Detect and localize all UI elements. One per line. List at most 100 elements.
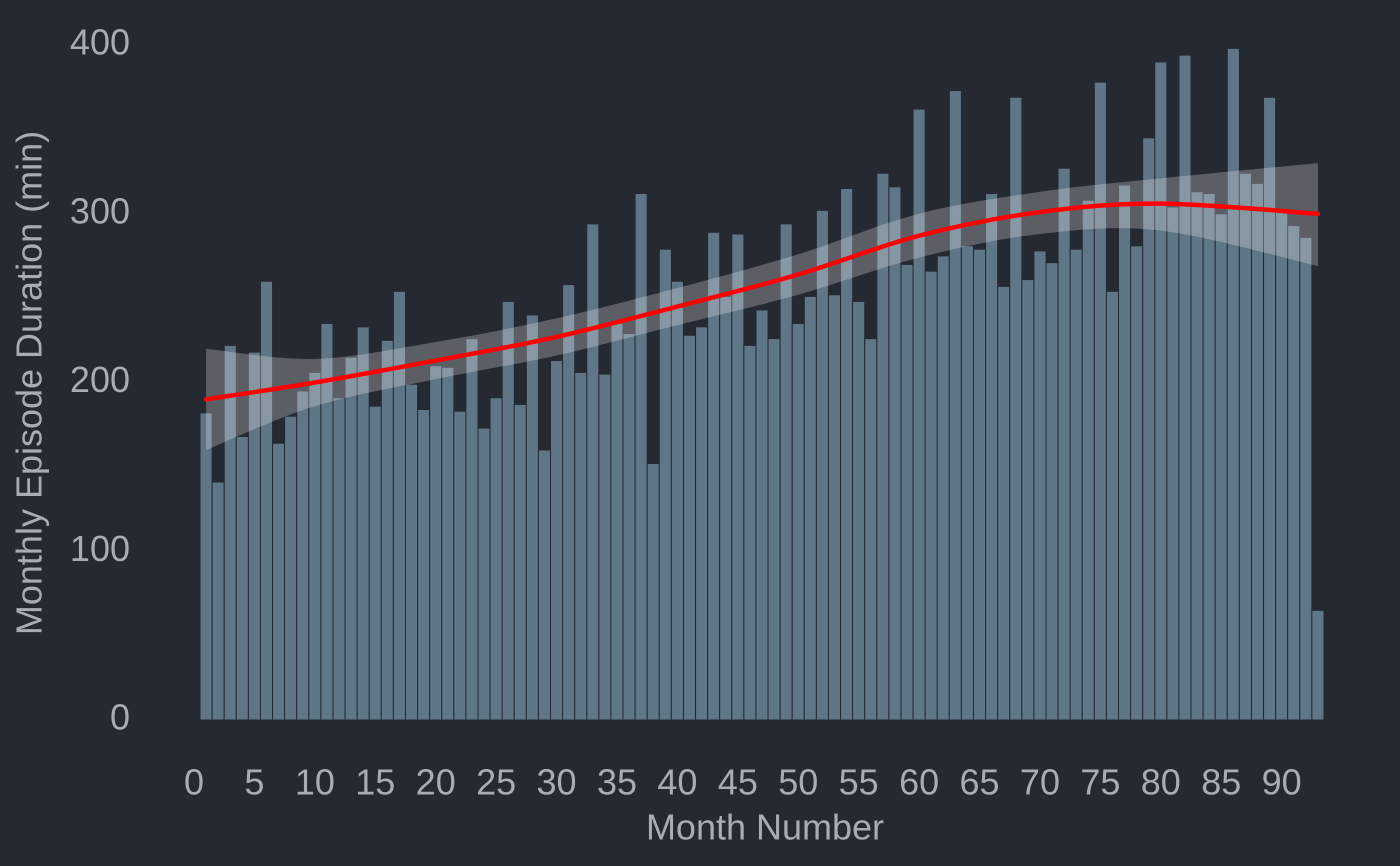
y-tick-label: 100 bbox=[70, 528, 130, 569]
y-tick-label: 300 bbox=[70, 190, 130, 231]
x-tick-label: 20 bbox=[416, 762, 456, 803]
x-tick-label: 50 bbox=[778, 762, 818, 803]
bar bbox=[803, 295, 817, 721]
bar bbox=[368, 405, 382, 721]
bar bbox=[259, 280, 274, 721]
bar bbox=[296, 390, 310, 721]
x-tick-label: 5 bbox=[244, 762, 264, 803]
bar bbox=[211, 481, 225, 721]
bar bbox=[682, 334, 697, 721]
bar bbox=[695, 326, 709, 721]
x-axis-label: Month Number bbox=[646, 807, 884, 848]
bar bbox=[465, 338, 479, 721]
bar bbox=[1202, 193, 1216, 721]
bar bbox=[1250, 182, 1265, 721]
bar bbox=[997, 285, 1011, 721]
bar bbox=[912, 108, 926, 721]
x-tick-label: 55 bbox=[839, 762, 879, 803]
bar bbox=[537, 449, 552, 721]
bar bbox=[1226, 47, 1240, 721]
bar bbox=[332, 397, 346, 721]
bar bbox=[972, 248, 987, 721]
bar bbox=[646, 463, 660, 721]
y-tick-label: 400 bbox=[70, 22, 130, 63]
bar bbox=[1287, 225, 1301, 721]
y-axis-label: Monthly Episode Duration (min) bbox=[9, 131, 50, 635]
bar bbox=[670, 280, 684, 721]
bar bbox=[948, 90, 962, 721]
bar bbox=[272, 442, 286, 721]
bar bbox=[985, 193, 999, 721]
bar bbox=[1166, 206, 1180, 721]
bar bbox=[380, 339, 394, 721]
bar bbox=[960, 245, 974, 721]
bar bbox=[441, 366, 455, 721]
bar bbox=[489, 397, 503, 721]
bar bbox=[344, 356, 358, 721]
bar bbox=[888, 186, 902, 721]
bar bbox=[852, 301, 866, 721]
bar bbox=[598, 373, 612, 721]
bar bbox=[900, 263, 914, 721]
bar bbox=[755, 309, 769, 721]
bar bbox=[1130, 245, 1144, 721]
x-tick-label: 25 bbox=[476, 762, 516, 803]
bar bbox=[477, 427, 491, 721]
bar bbox=[550, 360, 564, 721]
x-tick-label: 35 bbox=[597, 762, 637, 803]
bar bbox=[1069, 248, 1083, 721]
bar bbox=[864, 338, 878, 721]
bar bbox=[284, 415, 298, 721]
bar bbox=[634, 193, 648, 721]
bar bbox=[743, 344, 757, 721]
bar bbox=[1081, 199, 1095, 721]
bar bbox=[404, 383, 419, 721]
x-tick-label: 30 bbox=[537, 762, 577, 803]
bar bbox=[1045, 262, 1059, 721]
confidence-band bbox=[206, 163, 1318, 450]
bar bbox=[1311, 609, 1325, 721]
bar bbox=[1154, 61, 1168, 721]
bar bbox=[767, 338, 781, 721]
bar bbox=[622, 333, 636, 721]
y-tick-label: 0 bbox=[110, 697, 130, 738]
bar bbox=[235, 436, 249, 721]
x-tick-label: 40 bbox=[657, 762, 697, 803]
bar bbox=[1178, 54, 1192, 721]
bar bbox=[924, 270, 938, 721]
x-tick-label: 0 bbox=[184, 762, 204, 803]
x-tick-label: 45 bbox=[718, 762, 758, 803]
bar bbox=[1299, 236, 1313, 721]
x-tick-label: 85 bbox=[1201, 762, 1241, 803]
bar bbox=[586, 223, 600, 721]
x-tick-label: 60 bbox=[899, 762, 939, 803]
bar bbox=[429, 365, 443, 721]
bar bbox=[525, 314, 539, 721]
bar bbox=[1275, 211, 1289, 721]
trend-line bbox=[203, 201, 1321, 402]
x-tick-label: 65 bbox=[960, 762, 1000, 803]
bar bbox=[936, 255, 950, 721]
x-tick-label: 75 bbox=[1080, 762, 1120, 803]
x-tick-label: 80 bbox=[1141, 762, 1181, 803]
bar bbox=[1105, 290, 1120, 721]
bar bbox=[791, 322, 805, 721]
bar bbox=[1093, 81, 1107, 721]
y-tick-label: 200 bbox=[70, 359, 130, 400]
bar bbox=[1009, 96, 1023, 721]
bar bbox=[513, 403, 527, 721]
x-tick-label: 15 bbox=[355, 762, 395, 803]
bar bbox=[308, 371, 322, 721]
bar bbox=[719, 295, 733, 721]
bar bbox=[453, 410, 467, 721]
bar bbox=[1033, 250, 1047, 721]
bar bbox=[1021, 279, 1035, 721]
x-tick-label: 10 bbox=[295, 762, 335, 803]
bar bbox=[1118, 184, 1132, 721]
bar bbox=[574, 371, 588, 721]
bar bbox=[827, 294, 842, 721]
bar bbox=[1057, 167, 1071, 721]
bar bbox=[610, 322, 624, 721]
bar bbox=[1238, 172, 1252, 721]
